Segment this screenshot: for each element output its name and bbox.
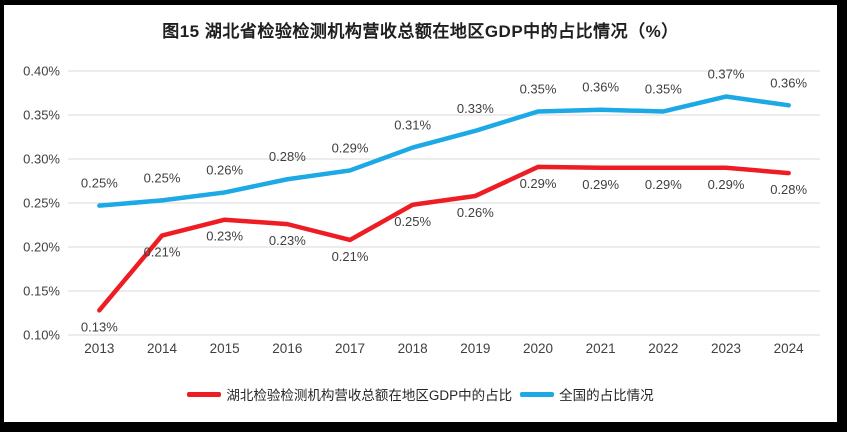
hubei-data-label: 0.29% [520,176,557,191]
chart-canvas: 图15 湖北省检验检测机构营收总额在地区GDP中的占比情况（%） 0.40% 0.… [4,5,837,422]
hubei-series-line-swatch [187,391,222,397]
national-data-label: 0.35% [645,81,682,96]
national-data-label: 0.31% [394,118,431,133]
hubei-data-label: 0.29% [645,177,682,192]
national-data-label: 0.29% [332,140,369,155]
y-tick-label: 0.10% [23,328,60,343]
x-tick-label: 2024 [774,341,805,356]
national-data-label: 0.36% [770,75,807,90]
national-series-line [97,94,791,208]
national-series-line-swatch [520,391,555,397]
hubei-data-label: 0.29% [582,177,619,192]
x-tick-label: 2017 [335,341,365,356]
national-data-label: 0.28% [269,149,306,164]
national-data-label: 0.26% [206,162,243,177]
x-tick-label: 2015 [210,341,240,356]
chart-title: 图15 湖北省检验检测机构营收总额在地区GDP中的占比情况（%） [162,22,679,41]
x-tick-label: 2016 [272,341,302,356]
hubei-data-label: 0.13% [81,319,118,334]
x-tick-label: 2020 [523,341,553,356]
y-tick-label: 0.30% [23,152,60,167]
y-tick-label: 0.20% [23,240,60,255]
national-data-label: 0.37% [708,67,745,82]
hubei-series-line [97,164,791,313]
national-data-label: 0.36% [582,80,619,95]
national-data-label: 0.35% [520,81,557,96]
y-tick-label: 0.40% [23,64,60,79]
legend-item-national: 全国的占比情况 [520,384,654,404]
hubei-data-label: 0.28% [770,182,807,197]
line-chart: 0.40% 0.35% 0.30% 0.25% 0.20% 0.15% 0.10% 2013 2… [23,64,820,356]
x-tick-label: 2019 [460,341,490,356]
hubei-data-label: 0.21% [332,249,369,264]
hubei-data-label: 0.29% [708,177,745,192]
hubei-data-label: 0.25% [394,214,431,229]
hubei-data-label: 0.21% [144,245,181,260]
x-tick-label: 2014 [147,341,178,356]
national-data-label: 0.33% [457,101,494,116]
national-data-label: 0.25% [144,170,181,185]
hubei-data-label: 0.23% [206,229,243,244]
x-tick-label: 2018 [398,341,428,356]
x-tick-label: 2021 [586,341,616,356]
chart-legend: 湖北检验检测机构营收总额在地区GDP中的占比 全国的占比情况 [4,381,837,407]
x-tick-label: 2023 [711,341,741,356]
hubei-data-label: 0.23% [269,233,306,248]
y-tick-label: 0.35% [23,108,60,123]
y-tick-label: 0.25% [23,196,60,211]
legend-item-hubei: 湖北检验检测机构营收总额在地区GDP中的占比 [187,384,512,404]
x-tick-label: 2013 [84,341,114,356]
legend-label-hubei: 湖北检验检测机构营收总额在地区GDP中的占比 [226,388,513,403]
hubei-data-label: 0.26% [457,205,494,220]
national-data-label: 0.25% [81,176,118,191]
legend-label-national: 全国的占比情况 [559,388,654,403]
x-tick-label: 2022 [648,341,678,356]
y-tick-label: 0.15% [23,284,60,299]
